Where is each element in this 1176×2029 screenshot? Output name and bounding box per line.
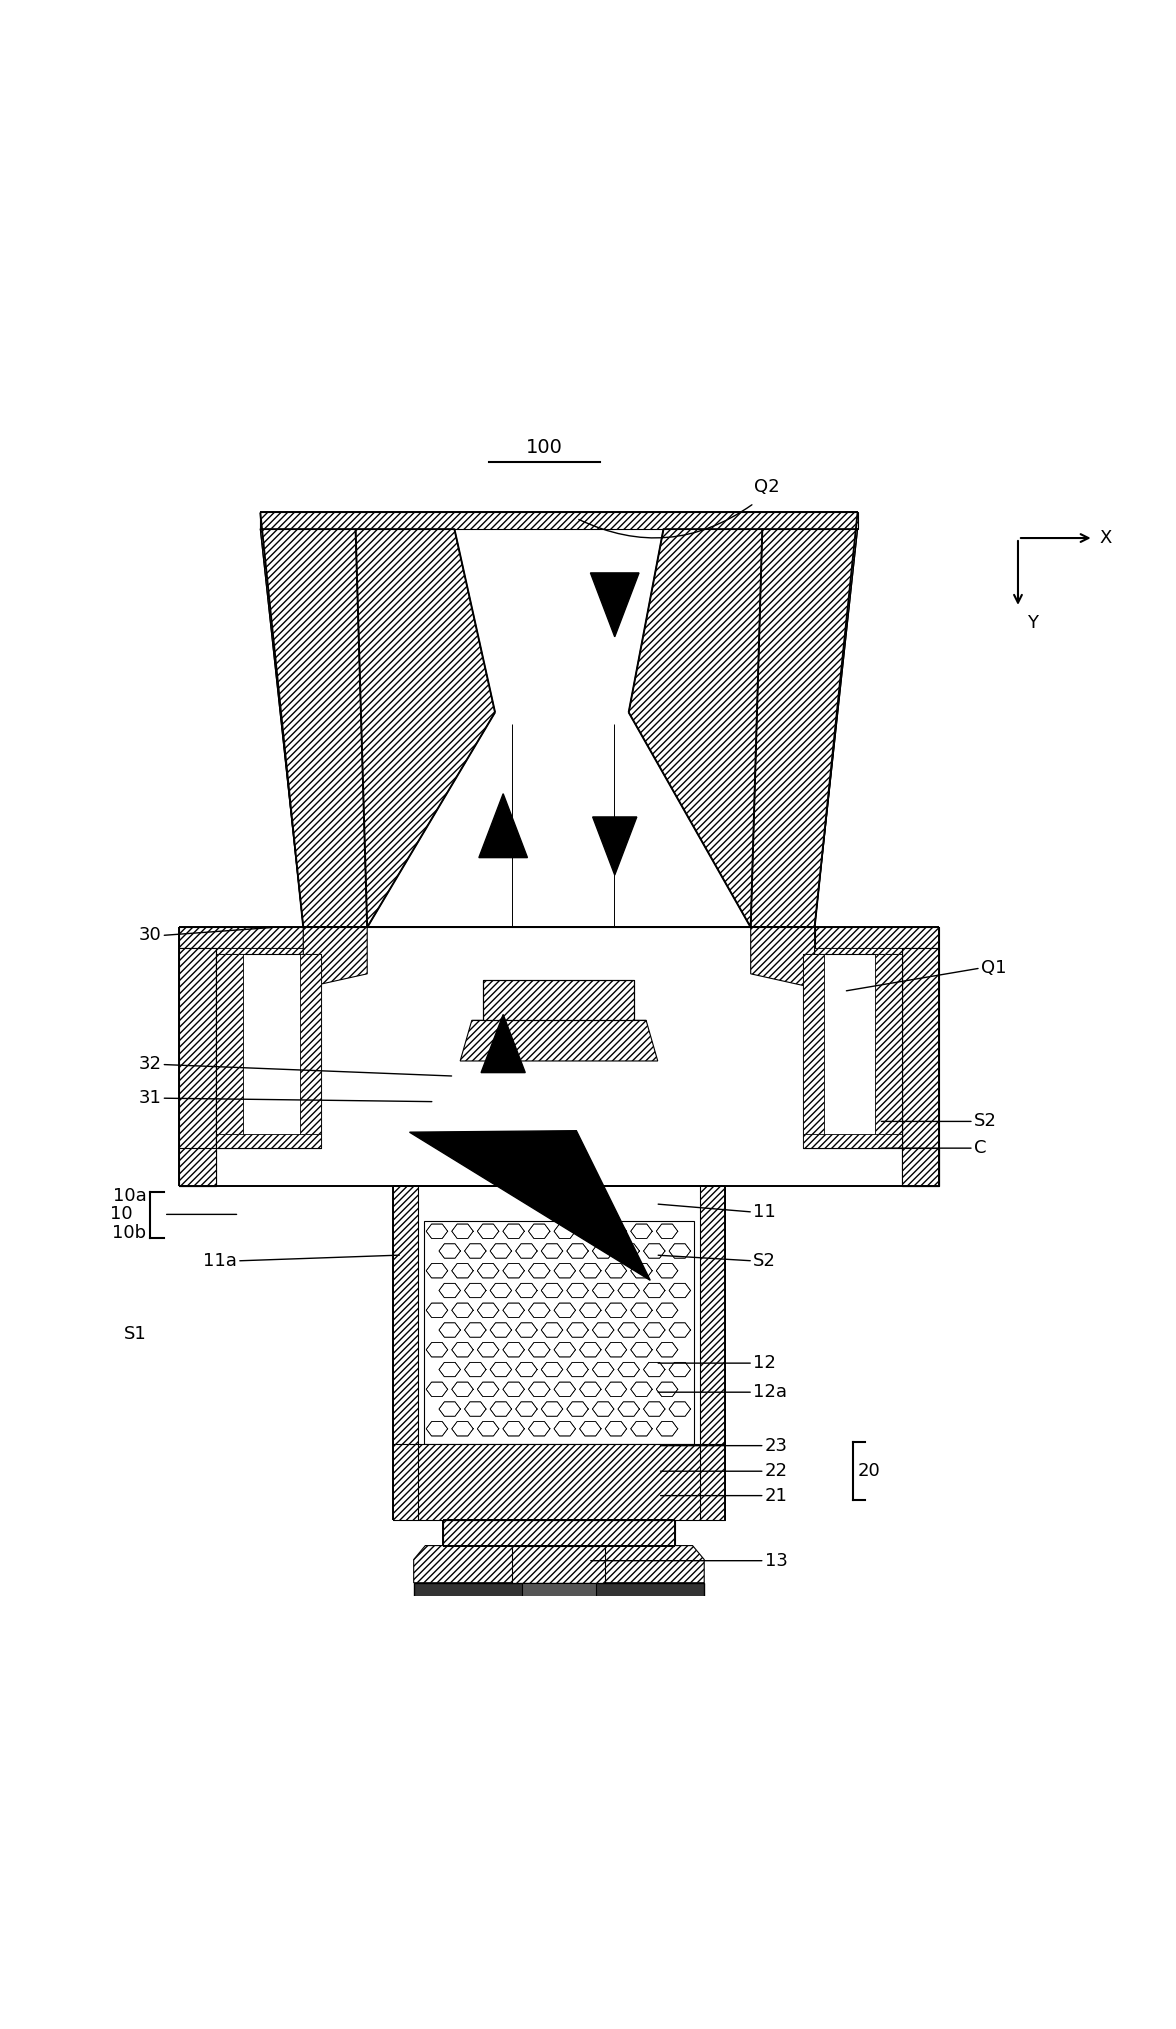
Text: Q1: Q1 — [981, 960, 1007, 978]
Polygon shape — [179, 927, 303, 948]
Polygon shape — [803, 954, 824, 1148]
Polygon shape — [481, 1014, 526, 1073]
Text: 10b: 10b — [112, 1223, 146, 1242]
Polygon shape — [393, 1445, 726, 1520]
Polygon shape — [179, 948, 216, 1187]
Text: 11: 11 — [753, 1203, 776, 1221]
Polygon shape — [300, 954, 321, 1148]
Polygon shape — [815, 927, 938, 948]
Text: 31: 31 — [139, 1090, 161, 1108]
Polygon shape — [902, 948, 938, 1187]
Text: 10a: 10a — [113, 1187, 146, 1205]
Polygon shape — [303, 927, 367, 986]
Text: S2: S2 — [753, 1252, 776, 1270]
Text: 30: 30 — [139, 927, 161, 943]
Polygon shape — [414, 1546, 704, 1583]
Polygon shape — [216, 948, 321, 1148]
Polygon shape — [216, 954, 243, 1148]
Text: 20: 20 — [857, 1463, 881, 1481]
Polygon shape — [875, 954, 902, 1148]
Polygon shape — [260, 513, 857, 530]
Polygon shape — [179, 1148, 216, 1187]
Text: 22: 22 — [764, 1463, 788, 1481]
Polygon shape — [216, 1134, 321, 1148]
Text: 11a: 11a — [203, 1252, 238, 1270]
Bar — [803, 954, 902, 1148]
Polygon shape — [513, 1546, 606, 1595]
Text: 100: 100 — [526, 438, 562, 457]
Polygon shape — [479, 793, 528, 858]
Polygon shape — [750, 927, 815, 986]
Polygon shape — [629, 530, 762, 927]
Polygon shape — [700, 1187, 726, 1520]
Polygon shape — [260, 530, 367, 927]
Polygon shape — [393, 1187, 419, 1520]
Text: 23: 23 — [764, 1437, 788, 1455]
Bar — [216, 954, 321, 1148]
Text: Q2: Q2 — [754, 479, 780, 495]
Bar — [522, 1583, 596, 1609]
Polygon shape — [803, 1134, 902, 1148]
Polygon shape — [902, 1148, 938, 1187]
Polygon shape — [593, 818, 637, 874]
Polygon shape — [803, 948, 902, 1148]
Bar — [425, 1221, 694, 1445]
Polygon shape — [483, 980, 635, 1021]
Polygon shape — [409, 1130, 650, 1280]
Bar — [414, 1583, 704, 1603]
Polygon shape — [355, 530, 495, 927]
Polygon shape — [590, 572, 639, 637]
Text: X: X — [1100, 530, 1111, 548]
Text: 12: 12 — [753, 1353, 776, 1372]
Text: 21: 21 — [764, 1487, 788, 1506]
Polygon shape — [460, 1021, 657, 1061]
Polygon shape — [442, 1520, 675, 1546]
Text: 10: 10 — [109, 1205, 133, 1223]
Text: Y: Y — [1028, 613, 1038, 631]
Polygon shape — [750, 530, 857, 927]
Text: S2: S2 — [974, 1112, 997, 1130]
Text: 12a: 12a — [753, 1384, 787, 1402]
Text: 32: 32 — [139, 1055, 161, 1073]
Text: C: C — [974, 1138, 987, 1157]
Text: S1: S1 — [123, 1325, 146, 1343]
Text: 13: 13 — [764, 1552, 788, 1570]
